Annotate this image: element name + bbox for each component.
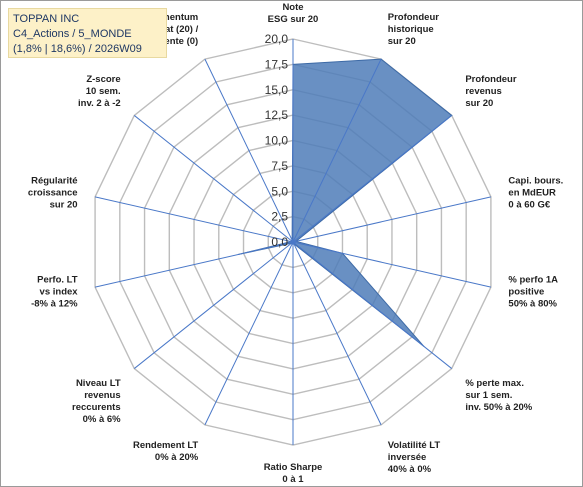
axis-label-line: revenus (465, 86, 501, 97)
axis-label: Rendement LT 0% à 20% (133, 440, 199, 463)
axis-label-line: % perfo 1A (508, 275, 558, 286)
axis-label: Ratio Sharpe 0 à 1 (264, 462, 323, 485)
axis-label-line: 50% à 80% (508, 299, 557, 310)
tick-label: 0,0 (271, 235, 288, 249)
axis-label-line: vs index (40, 287, 79, 298)
axis-label-line: Z-score (86, 74, 120, 85)
axis-label-line: Ratio Sharpe (264, 462, 323, 473)
spoke (204, 58, 294, 243)
axis-label: Perfo. LT vs index -8% à 12% (31, 275, 78, 310)
axis-label-line: sur 20 (50, 199, 78, 210)
spoke (204, 241, 294, 426)
spoke (94, 196, 294, 243)
axis-label-line: sur 1 sem. (465, 390, 512, 401)
radial-tick-labels: 0,0 2,5 5,0 7,5 10,0 12,5 15,0 17,5 20,0 (265, 32, 289, 249)
radar-spokes (94, 39, 492, 445)
tick-label: 2,5 (271, 210, 288, 224)
axis-label-line: ESG sur 20 (268, 14, 319, 25)
tick-label: 15,0 (265, 83, 289, 97)
spoke (94, 241, 294, 288)
spoke (133, 115, 294, 243)
axis-label-line: 40% à 0% (388, 464, 432, 475)
title-line-stats: (1,8% | 18,6%) / 2026W09 (13, 43, 142, 55)
tick-label: 20,0 (265, 32, 289, 46)
axis-label: % perfo 1A positive 50% à 80% (508, 275, 558, 310)
axis-label: Capi. bours. en MdEUR 0 à 60 G€ (508, 175, 563, 210)
spoke (292, 241, 453, 369)
title-line-company: TOPPAN INC (13, 13, 80, 25)
tick-label: 5,0 (271, 184, 288, 198)
axis-label: Profondeur revenus sur 20 (465, 74, 516, 109)
radar-series (237, 58, 453, 348)
title-line-category: C4_Actions / 5_MONDE (13, 28, 132, 40)
axis-label-line: Régularité (31, 175, 77, 186)
axis-label-line: Rendement LT (133, 440, 198, 451)
spoke (292, 115, 453, 243)
axis-label-line: 0% à 20% (155, 452, 199, 463)
spoke (133, 241, 294, 369)
axis-label-line: Profondeur (465, 74, 516, 85)
axis-label-line: Momentum (148, 12, 199, 23)
axis-label-line: Profondeur (388, 12, 439, 23)
tick-label: 17,5 (265, 57, 289, 71)
axis-label-line: Capi. bours. (508, 175, 563, 186)
axis-label-line: Vente (0) (159, 36, 199, 47)
axis-label-line: Perfo. LT (37, 275, 78, 286)
axis-label: Régularité croissance sur 20 (28, 175, 78, 210)
axis-label-line: -8% à 12% (31, 299, 78, 310)
spoke (292, 196, 492, 243)
series-area (238, 58, 453, 347)
axis-labels: Note ESG sur 20 Profondeur historique sur 20… (28, 2, 563, 485)
axis-label-line: positive (508, 287, 544, 298)
axis-label-line: 0 à 1 (282, 474, 304, 485)
axis-label-line: croissance (28, 187, 78, 198)
axis-label: Profondeur historique sur 20 (388, 12, 439, 47)
axis-label: Niveau LT revenus reccurents 0% à 6% (72, 378, 121, 425)
spoke (292, 58, 382, 243)
tick-label: 7,5 (271, 159, 288, 173)
chart-title-box: TOPPAN INC C4_Actions / 5_MONDE (1,8% | … (8, 8, 167, 58)
axis-label-line: sur 20 (465, 98, 493, 109)
axis-label-line: reccurents (72, 402, 121, 413)
axis-label: Volatilité LT inversée 40% à 0% (388, 440, 441, 475)
axis-label-line: Volatilité LT (388, 440, 441, 451)
axis-label-line: inversée (388, 452, 427, 463)
tick-label: 12,5 (265, 108, 289, 122)
spoke (292, 241, 382, 426)
axis-label: Note ESG sur 20 (268, 2, 319, 25)
axis-label-line: historique (388, 24, 434, 35)
axis-label-line: Achat (20) / (147, 24, 199, 35)
axis-label-line: Note (282, 2, 303, 13)
axis-label-line: revenus (84, 390, 120, 401)
axis-label-line: en MdEUR (508, 187, 556, 198)
axis-label: % perte max. sur 1 sem. inv. 50% à 20% (465, 378, 532, 413)
axis-label-line: 0% à 6% (83, 414, 122, 425)
axis-label-line: sur 20 (388, 36, 416, 47)
axis-label-line: 10 sem. (86, 86, 121, 97)
axis-label: Z-score 10 sem. inv. 2 à -2 (78, 74, 121, 109)
axis-label-line: Niveau LT (76, 378, 121, 389)
axis-label-line: 0 à 60 G€ (508, 199, 550, 210)
spoke (292, 241, 492, 288)
tick-label: 10,0 (265, 134, 289, 148)
axis-label-line: % perte max. (465, 378, 524, 389)
axis-label-line: inv. 50% à 20% (465, 402, 532, 413)
axis-label: Momentum Achat (20) / Vente (0) (147, 12, 199, 47)
axis-label-line: inv. 2 à -2 (78, 98, 121, 109)
